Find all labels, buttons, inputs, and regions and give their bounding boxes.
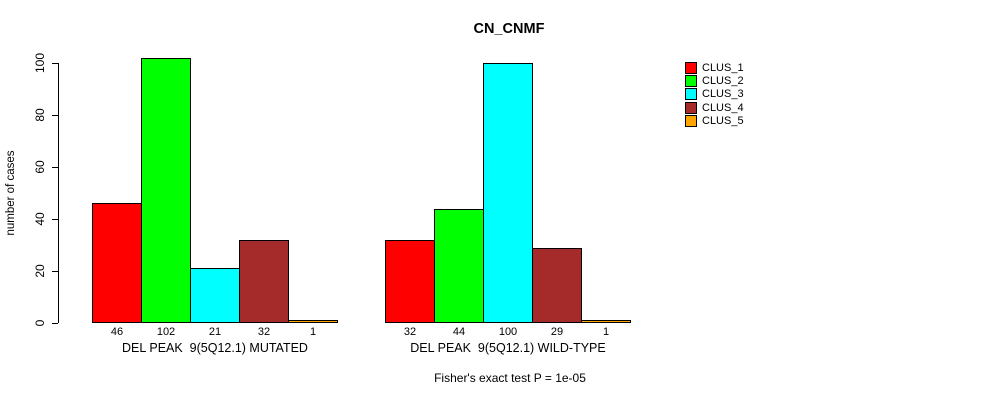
bar-value-label: 46 [110,326,124,338]
group-label: DEL PEAK 9(5Q12.1) MUTATED [122,341,308,355]
bar-value-label: 32 [403,326,417,338]
fisher-test-annotation: Fisher's exact test P = 1e-05 [434,371,586,385]
bar-clus_3 [190,268,240,323]
bar-clus_2 [141,58,191,323]
legend-item: CLUS_4 [685,101,744,114]
group-label: DEL PEAK 9(5Q12.1) WILD-TYPE [410,341,606,355]
bar-clus_4 [532,248,582,323]
y-tick-label: 100 [33,52,47,74]
bar-value-label: 100 [498,326,518,338]
legend-item: CLUS_5 [685,115,744,128]
legend-label: CLUS_1 [702,61,744,74]
bar-value-label: 21 [208,326,222,338]
y-tick [52,166,58,168]
bar-clus_2 [434,209,484,323]
legend-label: CLUS_5 [702,115,744,128]
bar-clus_5 [581,320,631,323]
bar-value-label: 1 [602,326,610,338]
bar-clus_4 [239,240,289,323]
legend-swatch-icon [685,88,697,101]
legend-swatch-icon [685,75,697,88]
bar-value-label: 44 [452,326,466,338]
legend-swatch-icon [685,61,697,74]
y-tick-label: 0 [33,319,47,327]
legend-label: CLUS_2 [702,75,744,88]
bar-value-label: 32 [257,326,271,338]
bar-clus_1 [385,240,435,323]
legend: CLUS_1 CLUS_2 CLUS_3 CLUS_4 CLUS_5 [685,61,744,128]
legend-label: CLUS_4 [702,101,744,114]
y-tick-label: 80 [33,108,47,122]
legend-swatch-icon [685,115,697,128]
bar-value-label: 102 [156,326,176,338]
bar-clus_5 [288,320,338,323]
y-axis-line [58,63,59,323]
bar-clus_3 [483,63,533,323]
y-tick [52,322,58,324]
legend-label: CLUS_3 [702,88,744,101]
y-axis-label: number of cases [5,150,17,236]
legend-item: CLUS_2 [685,74,744,88]
legend-item: CLUS_1 [685,61,744,74]
bar-clus_1 [92,203,142,323]
y-tick [52,114,58,116]
legend-swatch-icon [685,101,697,114]
bar-value-label: 29 [550,326,564,338]
y-tick-label: 60 [33,160,47,174]
y-tick-label: 20 [33,264,47,278]
y-tick [52,62,58,64]
chart-title: CN_CNMF [473,21,545,37]
y-tick [52,270,58,272]
y-tick-label: 40 [33,212,47,226]
bar-value-label: 1 [309,326,317,338]
legend-item: CLUS_3 [685,88,744,101]
y-tick [52,218,58,220]
